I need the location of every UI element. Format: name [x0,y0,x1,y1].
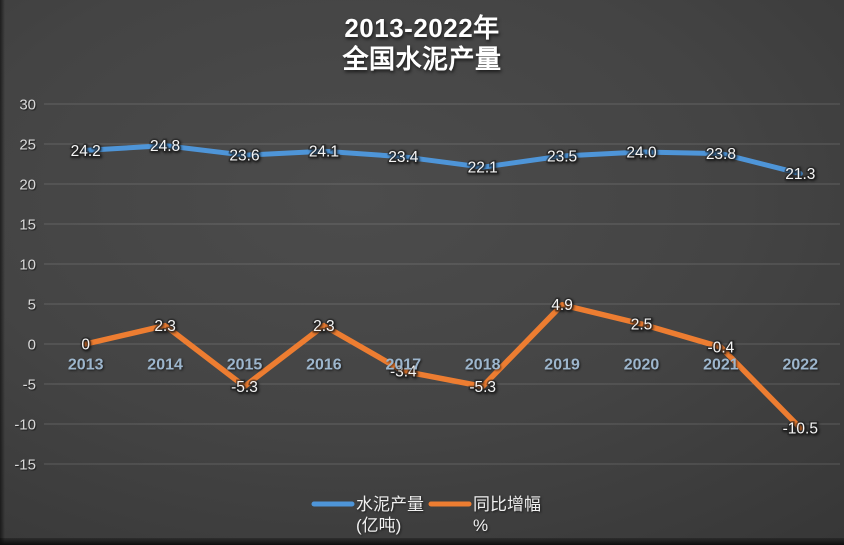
left-edge-shadow [0,0,5,545]
x-axis-category-label: 2013 [68,357,104,374]
legend-label-unit: (亿吨) [356,516,401,535]
legend-label-name: 水泥产量 [356,495,424,514]
x-axis-category-label: 2022 [783,357,819,374]
cement-output-data-label: 23.6 [229,148,259,165]
yoy-growth-data-label: 2.3 [154,318,176,335]
legend-label-name: 同比增幅 [473,495,541,514]
yoy-growth-data-label: 4.9 [551,297,573,314]
yoy-growth-data-label: 2.5 [631,316,653,333]
chart-title: 2013-2022年 全国水泥产量 [0,13,844,75]
x-axis-category-label: 2014 [147,357,183,374]
y-axis-tick-label: 25 [19,136,36,153]
y-axis-tick-label: 15 [19,216,36,233]
y-axis-tick-label: -15 [14,456,36,473]
x-axis-category-label: 2020 [624,357,660,374]
y-axis-tick-label: -10 [14,416,36,433]
x-axis-category-label: 2017 [386,357,422,374]
cement-output-data-label: 24.1 [309,144,339,161]
chart-title-line2: 全国水泥产量 [342,44,502,74]
yoy-growth-data-label: 0 [81,336,90,353]
y-axis-tick-label: 5 [28,296,36,313]
y-axis-tick-label: 20 [19,176,36,193]
yoy-growth-data-label: -3.4 [390,364,417,381]
yoy-growth-data-label: 2.3 [313,318,335,335]
series-line-cement-output [83,143,803,177]
y-axis-tick-label: -5 [23,376,36,393]
x-axis-category-label: 2019 [544,357,580,374]
cement-output-data-label: 23.8 [706,146,736,163]
cement-output-data-label: 23.4 [388,149,419,166]
y-axis-tick-label: 10 [19,256,36,273]
cement-output-data-label: 23.5 [547,148,577,165]
legend-label-unit: % [473,516,488,535]
cement-output-data-label: 21.3 [785,166,815,183]
series-line-yoy-growth [82,302,804,431]
yoy-growth-data-label: -5.3 [231,379,258,396]
cement-output-data-label: 24.0 [626,144,657,161]
yoy-growth-data-label: -5.3 [469,379,496,396]
yoy-growth-data-label: -0.4 [708,340,735,357]
cement-output-data-label: 24.2 [71,143,101,160]
x-axis-category-label: 2021 [703,357,739,374]
yoy-growth-data-label: -10.5 [783,420,818,437]
x-axis-category-label: 2015 [227,357,263,374]
cement-output-data-label: 22.1 [468,160,498,177]
y-axis-tick-label: 30 [19,96,36,113]
bottom-edge-shadow [0,538,844,545]
y-axis-tick-label: 0 [28,336,36,353]
cement-output-data-label: 24.8 [150,138,180,155]
chart-title-line1: 2013-2022年 [344,13,500,43]
x-axis-category-label: 2018 [465,357,501,374]
x-axis-category-label: 2016 [306,357,342,374]
